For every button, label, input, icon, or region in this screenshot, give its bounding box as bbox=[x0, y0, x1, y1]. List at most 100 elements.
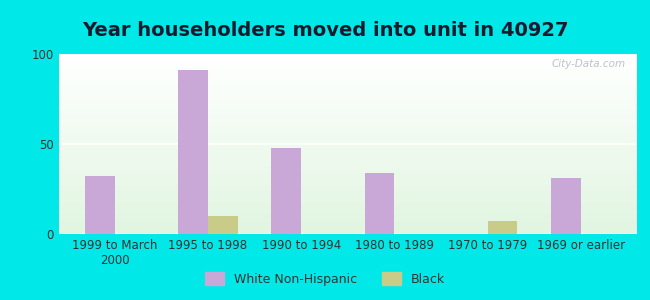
Bar bbox=[58, 13, 637, 193]
Bar bbox=[58, 0, 637, 148]
Bar bbox=[58, 0, 637, 139]
Bar bbox=[58, 0, 637, 180]
Bar bbox=[58, 0, 637, 104]
Bar bbox=[58, 0, 637, 90]
Bar bbox=[58, 23, 637, 203]
Bar bbox=[58, 40, 637, 220]
Bar bbox=[58, 49, 637, 229]
Bar bbox=[58, 0, 637, 149]
Bar bbox=[58, 9, 637, 189]
Bar bbox=[178, 70, 208, 234]
Bar bbox=[58, 0, 637, 169]
Bar bbox=[58, 0, 637, 85]
Bar bbox=[58, 29, 637, 209]
Bar bbox=[58, 0, 637, 68]
Bar bbox=[58, 27, 637, 207]
Bar bbox=[58, 0, 637, 162]
Bar bbox=[58, 0, 637, 124]
Bar bbox=[58, 0, 637, 122]
Bar bbox=[58, 0, 637, 140]
Bar bbox=[58, 0, 637, 131]
Bar bbox=[58, 0, 637, 58]
Bar bbox=[58, 0, 637, 81]
Bar bbox=[58, 0, 637, 56]
Bar bbox=[58, 0, 637, 99]
Text: Year householders moved into unit in 40927: Year householders moved into unit in 409… bbox=[82, 21, 568, 40]
Bar bbox=[58, 0, 637, 70]
Bar bbox=[58, 0, 637, 110]
Bar bbox=[58, 0, 637, 101]
Bar bbox=[551, 178, 581, 234]
Bar bbox=[58, 0, 637, 176]
Bar bbox=[84, 176, 114, 234]
Bar bbox=[58, 0, 637, 160]
Bar bbox=[58, 0, 637, 94]
Bar bbox=[58, 2, 637, 182]
Bar bbox=[58, 22, 637, 202]
Bar bbox=[58, 0, 637, 95]
Bar bbox=[58, 52, 637, 232]
Bar bbox=[58, 0, 637, 119]
Bar bbox=[58, 0, 637, 113]
Bar bbox=[58, 5, 637, 185]
Bar bbox=[58, 0, 637, 153]
Bar bbox=[58, 0, 637, 97]
Bar bbox=[58, 18, 637, 198]
Bar bbox=[58, 0, 637, 135]
Bar bbox=[58, 0, 637, 92]
Bar bbox=[58, 0, 637, 77]
Bar bbox=[58, 0, 637, 175]
Legend: White Non-Hispanic, Black: White Non-Hispanic, Black bbox=[200, 267, 450, 291]
Bar bbox=[58, 25, 637, 205]
Bar bbox=[58, 0, 637, 155]
Bar bbox=[58, 0, 637, 115]
Bar bbox=[58, 14, 637, 194]
Bar bbox=[58, 0, 637, 106]
Bar bbox=[271, 148, 301, 234]
Bar bbox=[58, 38, 637, 218]
Bar bbox=[58, 0, 637, 137]
Bar bbox=[58, 0, 637, 59]
Bar bbox=[58, 0, 637, 151]
Bar bbox=[58, 11, 637, 191]
Bar bbox=[58, 0, 637, 130]
Bar bbox=[58, 0, 637, 108]
Bar bbox=[58, 0, 637, 117]
Bar bbox=[58, 0, 637, 86]
Bar bbox=[58, 0, 637, 72]
Bar bbox=[58, 0, 637, 65]
Bar bbox=[208, 216, 238, 234]
Bar bbox=[58, 20, 637, 200]
Bar bbox=[58, 41, 637, 221]
Bar bbox=[365, 173, 395, 234]
Bar bbox=[58, 0, 637, 144]
Bar bbox=[58, 0, 637, 74]
Bar bbox=[58, 0, 637, 171]
Text: City-Data.com: City-Data.com bbox=[551, 59, 625, 69]
Bar bbox=[58, 0, 637, 128]
Bar bbox=[58, 0, 637, 63]
Bar bbox=[58, 0, 637, 83]
Bar bbox=[58, 0, 637, 126]
Bar bbox=[58, 36, 637, 216]
Bar bbox=[58, 4, 637, 184]
Bar bbox=[58, 0, 637, 133]
Bar bbox=[58, 0, 637, 112]
Bar bbox=[58, 0, 637, 158]
Bar bbox=[58, 0, 637, 79]
Bar bbox=[58, 54, 637, 234]
Bar bbox=[58, 0, 637, 157]
Bar bbox=[58, 0, 637, 76]
Bar bbox=[58, 47, 637, 227]
Bar bbox=[58, 0, 637, 173]
Bar bbox=[58, 0, 637, 103]
Bar bbox=[58, 0, 637, 167]
Bar bbox=[58, 16, 637, 196]
Bar bbox=[58, 0, 637, 88]
Bar bbox=[58, 50, 637, 230]
Bar bbox=[58, 31, 637, 211]
Bar bbox=[58, 0, 637, 67]
Bar bbox=[58, 43, 637, 223]
Bar bbox=[58, 32, 637, 212]
Bar bbox=[58, 0, 637, 142]
